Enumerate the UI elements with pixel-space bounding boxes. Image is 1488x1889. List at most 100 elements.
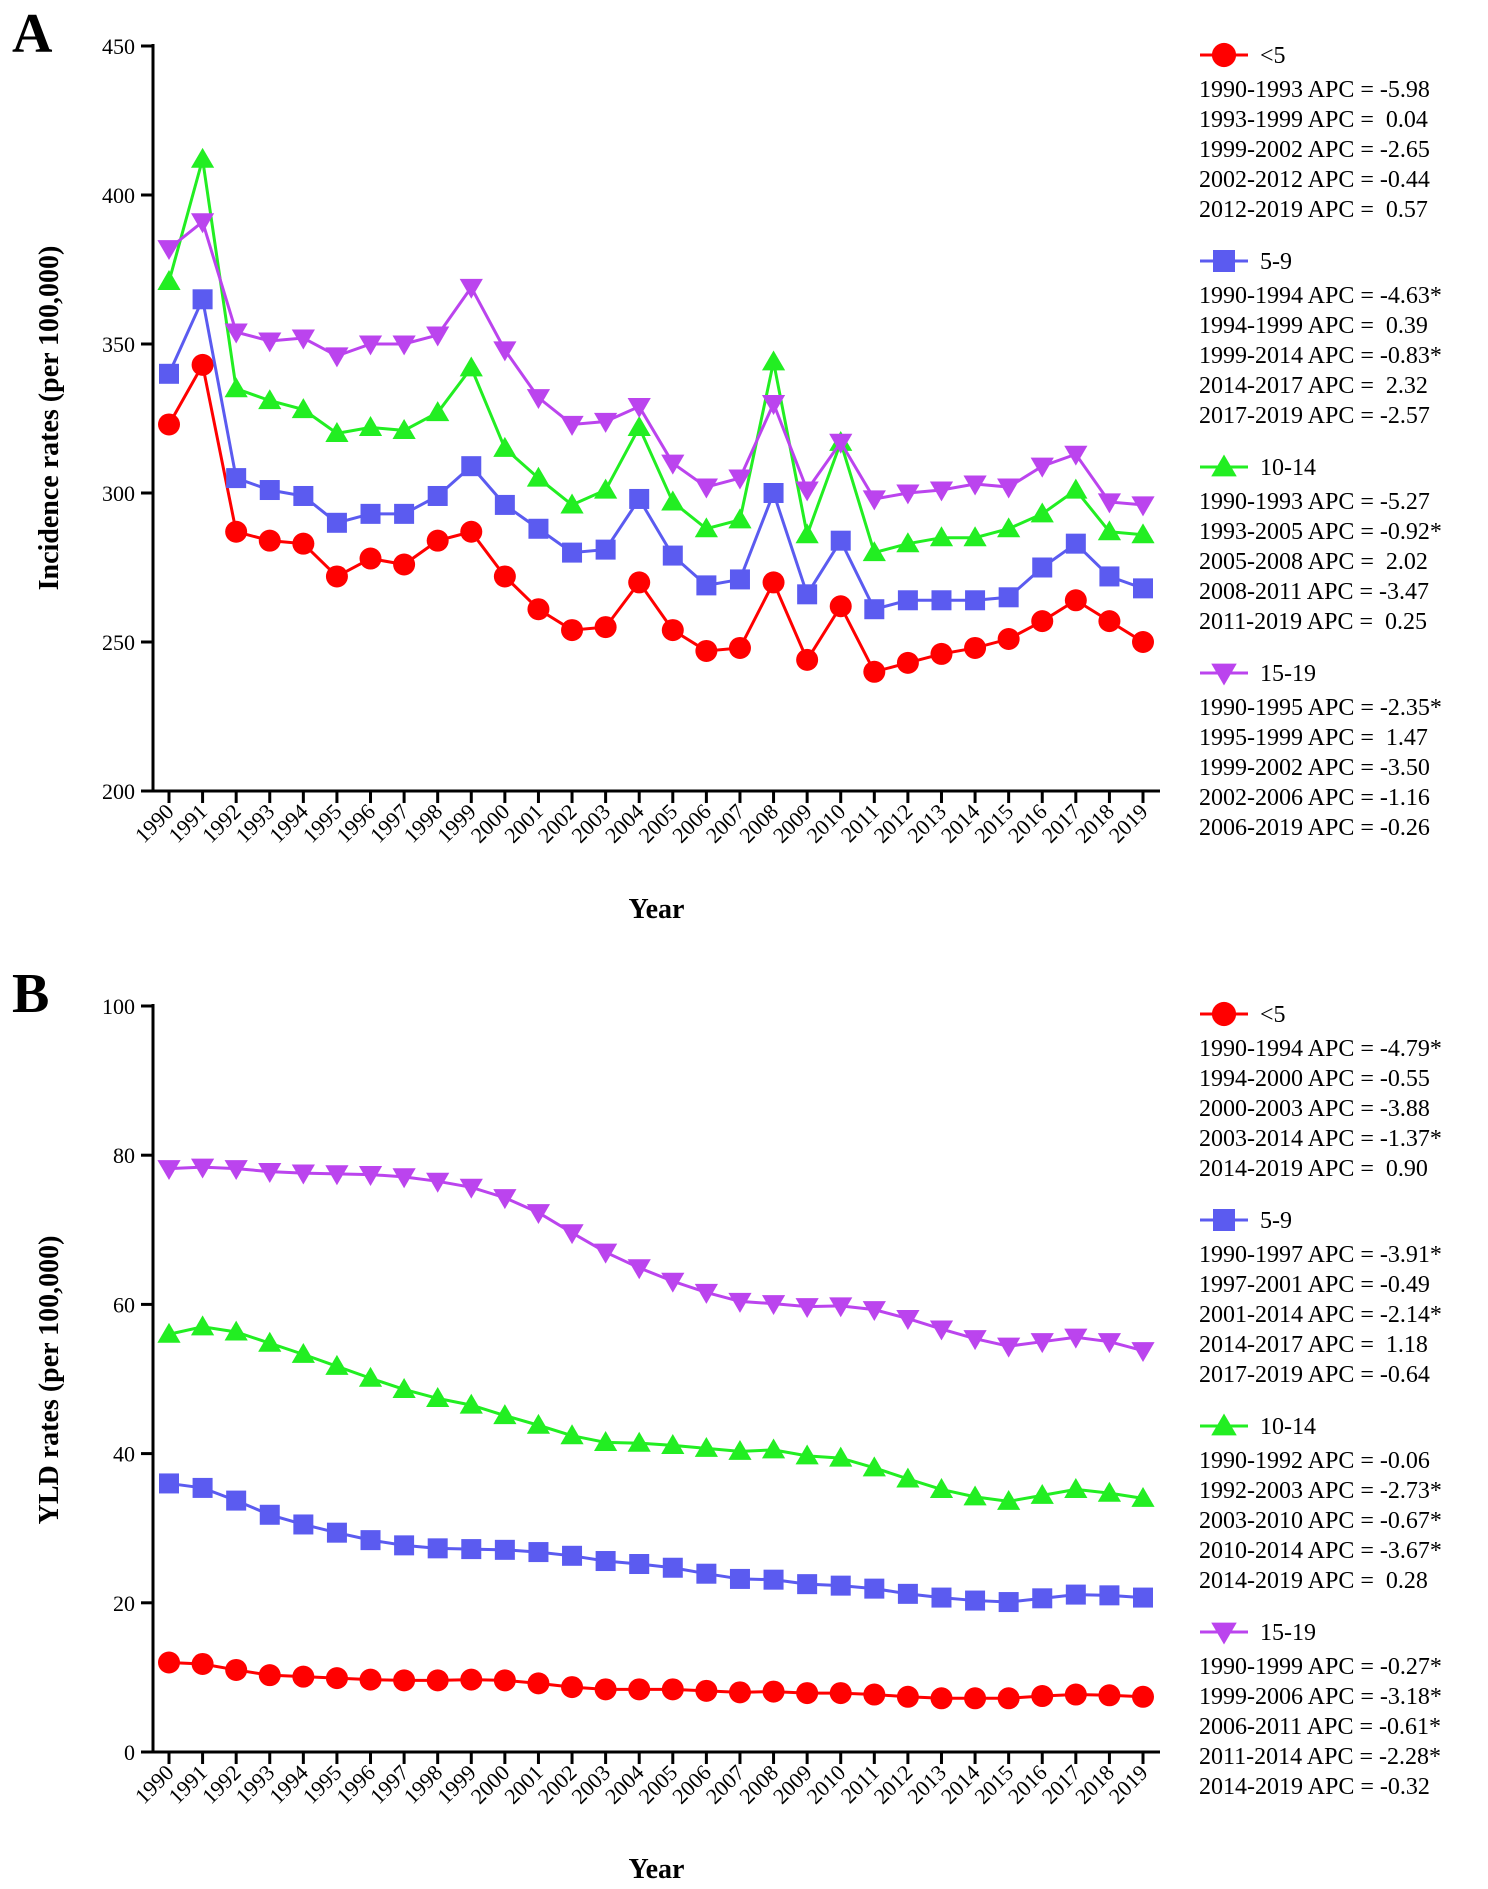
data-point bbox=[1132, 631, 1154, 653]
data-point bbox=[864, 599, 885, 620]
data-point bbox=[594, 616, 617, 639]
apc-text: 1997-2001 APC = -0.49 bbox=[1199, 1272, 1430, 1298]
data-point bbox=[190, 1158, 215, 1179]
data-point bbox=[359, 1668, 382, 1691]
data-point bbox=[1133, 1587, 1153, 1608]
series-5to9 bbox=[159, 289, 1153, 620]
apc-text: 1993-2005 APC = -0.92* bbox=[1199, 519, 1442, 545]
data-point bbox=[192, 1477, 213, 1498]
data-point bbox=[460, 1668, 483, 1691]
legend-entry-10to14: 10-14 1990-1992 APC = -0.06 1992-2003 APC … bbox=[1199, 1413, 1442, 1594]
data-point bbox=[1032, 1588, 1053, 1609]
data-point bbox=[594, 1678, 617, 1701]
data-point bbox=[1065, 533, 1086, 554]
data-point bbox=[190, 147, 215, 168]
data-point bbox=[997, 1337, 1021, 1358]
data-point bbox=[157, 1160, 181, 1181]
data-point bbox=[325, 565, 348, 588]
data-point bbox=[459, 1178, 483, 1199]
data-point bbox=[392, 419, 416, 439]
data-point bbox=[997, 517, 1021, 538]
data-point bbox=[360, 1530, 381, 1551]
data-point bbox=[1131, 1486, 1155, 1507]
data-point bbox=[1097, 520, 1122, 541]
data-point bbox=[360, 503, 381, 524]
apc-text: 2017-2019 APC = -2.57 bbox=[1199, 403, 1430, 429]
apc-text: 2014-2017 APC = 2.32 bbox=[1199, 373, 1428, 399]
data-point bbox=[393, 1669, 416, 1692]
data-point bbox=[560, 493, 584, 514]
data-point bbox=[628, 1678, 651, 1701]
panel-b: B020406080100199019911992199319941995199… bbox=[12, 963, 1442, 1885]
data-point bbox=[190, 213, 215, 234]
x-axis-title: Year bbox=[629, 1854, 685, 1885]
data-point bbox=[1030, 457, 1054, 478]
data-point bbox=[1099, 1585, 1120, 1606]
data-point bbox=[594, 1431, 618, 1451]
data-point bbox=[258, 332, 282, 353]
data-point bbox=[694, 1436, 718, 1457]
x-tick-label: 2019 bbox=[1104, 799, 1153, 848]
legend-label: 10-14 bbox=[1260, 455, 1316, 481]
data-point bbox=[528, 1542, 549, 1563]
data-point bbox=[427, 1538, 448, 1559]
data-point bbox=[358, 335, 383, 356]
data-point bbox=[661, 454, 685, 475]
data-point bbox=[1064, 589, 1087, 612]
data-point bbox=[930, 1687, 953, 1710]
data-point bbox=[796, 648, 819, 671]
data-point bbox=[661, 1678, 684, 1701]
data-point bbox=[1031, 610, 1054, 633]
data-point bbox=[896, 532, 920, 553]
data-point bbox=[1032, 557, 1053, 578]
apc-text: 1999-2014 APC = -0.83* bbox=[1199, 343, 1442, 369]
data-point bbox=[595, 539, 616, 560]
data-point bbox=[728, 1292, 752, 1313]
apc-text: 2006-2011 APC = -0.61* bbox=[1199, 1714, 1441, 1740]
data-point bbox=[325, 1354, 349, 1375]
data-point bbox=[662, 1557, 683, 1578]
data-point bbox=[293, 485, 314, 506]
data-point bbox=[661, 619, 684, 642]
data-point bbox=[998, 1592, 1019, 1613]
data-point bbox=[797, 1574, 818, 1595]
data-point bbox=[493, 436, 517, 457]
data-point bbox=[997, 1687, 1020, 1710]
data-point bbox=[1030, 1333, 1054, 1354]
data-point bbox=[526, 1204, 551, 1225]
legend-label: 15-19 bbox=[1260, 1620, 1316, 1646]
data-point bbox=[291, 398, 315, 419]
data-point bbox=[526, 466, 551, 487]
data-point bbox=[797, 584, 818, 605]
apc-text: 2000-2003 APC = -3.88 bbox=[1199, 1096, 1430, 1122]
data-point bbox=[191, 353, 214, 376]
data-point bbox=[763, 1569, 784, 1590]
data-point bbox=[527, 598, 550, 621]
legend-label: 15-19 bbox=[1260, 661, 1316, 687]
y-tick-label: 450 bbox=[102, 34, 135, 59]
data-point bbox=[729, 1568, 750, 1589]
series-line bbox=[168, 1660, 1144, 1700]
legend-marker bbox=[1211, 1001, 1237, 1027]
data-point bbox=[359, 547, 382, 570]
data-point bbox=[997, 1489, 1021, 1510]
data-point bbox=[326, 1522, 347, 1543]
data-point bbox=[628, 571, 651, 594]
data-point bbox=[998, 587, 1019, 608]
data-point bbox=[963, 1485, 987, 1506]
data-point bbox=[729, 569, 750, 590]
data-point bbox=[1064, 445, 1088, 466]
data-point bbox=[459, 1393, 483, 1414]
data-point bbox=[595, 1551, 616, 1572]
apc-text: 2014-2019 APC = -0.32 bbox=[1199, 1774, 1430, 1800]
y-tick-label: 60 bbox=[113, 1292, 135, 1317]
y-tick-label: 400 bbox=[102, 183, 135, 208]
data-point bbox=[829, 1682, 852, 1705]
data-point bbox=[897, 1583, 918, 1604]
data-point bbox=[695, 1679, 718, 1702]
data-point bbox=[325, 1165, 349, 1186]
data-point bbox=[192, 289, 213, 310]
y-axis-title: YLD rates (per 100,000) bbox=[34, 1236, 65, 1525]
legend-label: <5 bbox=[1260, 43, 1286, 69]
data-point bbox=[728, 508, 752, 529]
